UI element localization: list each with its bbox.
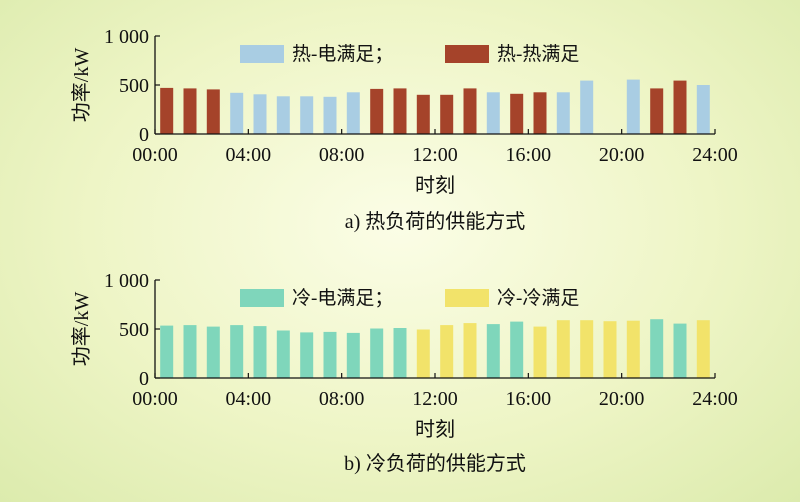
bar (183, 325, 197, 378)
bars (160, 79, 710, 134)
bar (300, 96, 314, 134)
legend-label: 冷-冷满足 (497, 287, 579, 309)
bar (533, 326, 547, 378)
bar (673, 80, 687, 134)
chart-caption: b) 冷负荷的供能方式 (344, 452, 526, 475)
bar (486, 92, 500, 134)
bar (253, 94, 267, 134)
bar (463, 88, 477, 134)
bar (626, 79, 640, 134)
bar (580, 320, 594, 378)
legend-swatch (445, 289, 489, 307)
bar (510, 93, 524, 134)
y-tick-label: 1 000 (104, 270, 149, 292)
bar (580, 80, 594, 134)
x-tick-label: 12:00 (412, 144, 458, 166)
x-tick-label: 08:00 (319, 388, 365, 410)
bar (160, 87, 174, 134)
legend: 冷-电满足； 冷-冷满足 (240, 287, 579, 309)
bar (370, 328, 384, 378)
y-axis-label: 功率/kW (70, 48, 93, 123)
x-tick-label: 00:00 (132, 144, 178, 166)
y-tick-label: 500 (119, 319, 149, 341)
x-tick-label: 24:00 (692, 388, 738, 410)
bar (416, 94, 430, 134)
y-tick-label: 1 000 (104, 26, 149, 48)
bar (276, 330, 290, 378)
legend-swatch (240, 45, 284, 63)
bar (556, 92, 570, 134)
bar (230, 325, 244, 378)
bar (206, 89, 220, 134)
x-tick-label: 12:00 (412, 388, 458, 410)
bar (323, 96, 337, 134)
bar (300, 332, 314, 378)
bar (393, 88, 407, 134)
bar (486, 324, 500, 378)
bar (370, 88, 384, 134)
bar (276, 96, 290, 134)
bar (206, 326, 220, 378)
y-tick-label: 500 (119, 75, 149, 97)
bar (230, 92, 244, 134)
legend-swatch (240, 289, 284, 307)
y-tick-label: 0 (139, 368, 149, 390)
chart-heat: 热-电满足； 热-热满足 0 500 1 000 00:00 04:00 08:00 12:00… (70, 26, 738, 233)
bar (556, 320, 570, 378)
legend-label: 冷-电满足； (292, 287, 393, 309)
x-axis-label: 时刻 (415, 418, 455, 441)
bar (650, 88, 664, 134)
bar (416, 329, 430, 378)
x-axis-label: 时刻 (415, 174, 455, 197)
bar (463, 323, 477, 378)
bar (673, 323, 687, 378)
legend-swatch (445, 45, 489, 63)
x-tick-label: 20:00 (599, 388, 645, 410)
x-tick-label: 16:00 (506, 144, 552, 166)
x-tick-label: 24:00 (692, 144, 738, 166)
chart-caption: a) 热负荷的供能方式 (345, 210, 526, 233)
chart-cooling: 冷-电满足； 冷-冷满足 0 500 1 000 00:00 04:00 08:00 12:00… (70, 270, 738, 475)
x-tick-label: 04:00 (226, 388, 272, 410)
bar (323, 331, 337, 378)
bar (510, 321, 524, 378)
bar (183, 88, 197, 134)
legend-label: 热-电满足； (292, 43, 393, 65)
bar (346, 332, 360, 378)
bar (346, 92, 360, 134)
legend-label: 热-热满足 (497, 43, 579, 65)
bars (160, 319, 710, 378)
bar (440, 94, 454, 134)
bar (603, 321, 617, 378)
bar (696, 320, 710, 378)
x-tick-label: 00:00 (132, 388, 178, 410)
bar (533, 92, 547, 134)
bar (626, 320, 640, 378)
bar (393, 328, 407, 378)
x-tick-label: 16:00 (506, 388, 552, 410)
x-tick-label: 08:00 (319, 144, 365, 166)
x-tick-label: 20:00 (599, 144, 645, 166)
bar (253, 326, 267, 378)
bar (696, 85, 710, 134)
bar (440, 325, 454, 378)
x-tick-label: 04:00 (226, 144, 272, 166)
legend: 热-电满足； 热-热满足 (240, 43, 579, 65)
y-axis-label: 功率/kW (70, 292, 93, 367)
bar (650, 319, 664, 378)
bar (160, 325, 174, 378)
y-tick-label: 0 (139, 124, 149, 146)
